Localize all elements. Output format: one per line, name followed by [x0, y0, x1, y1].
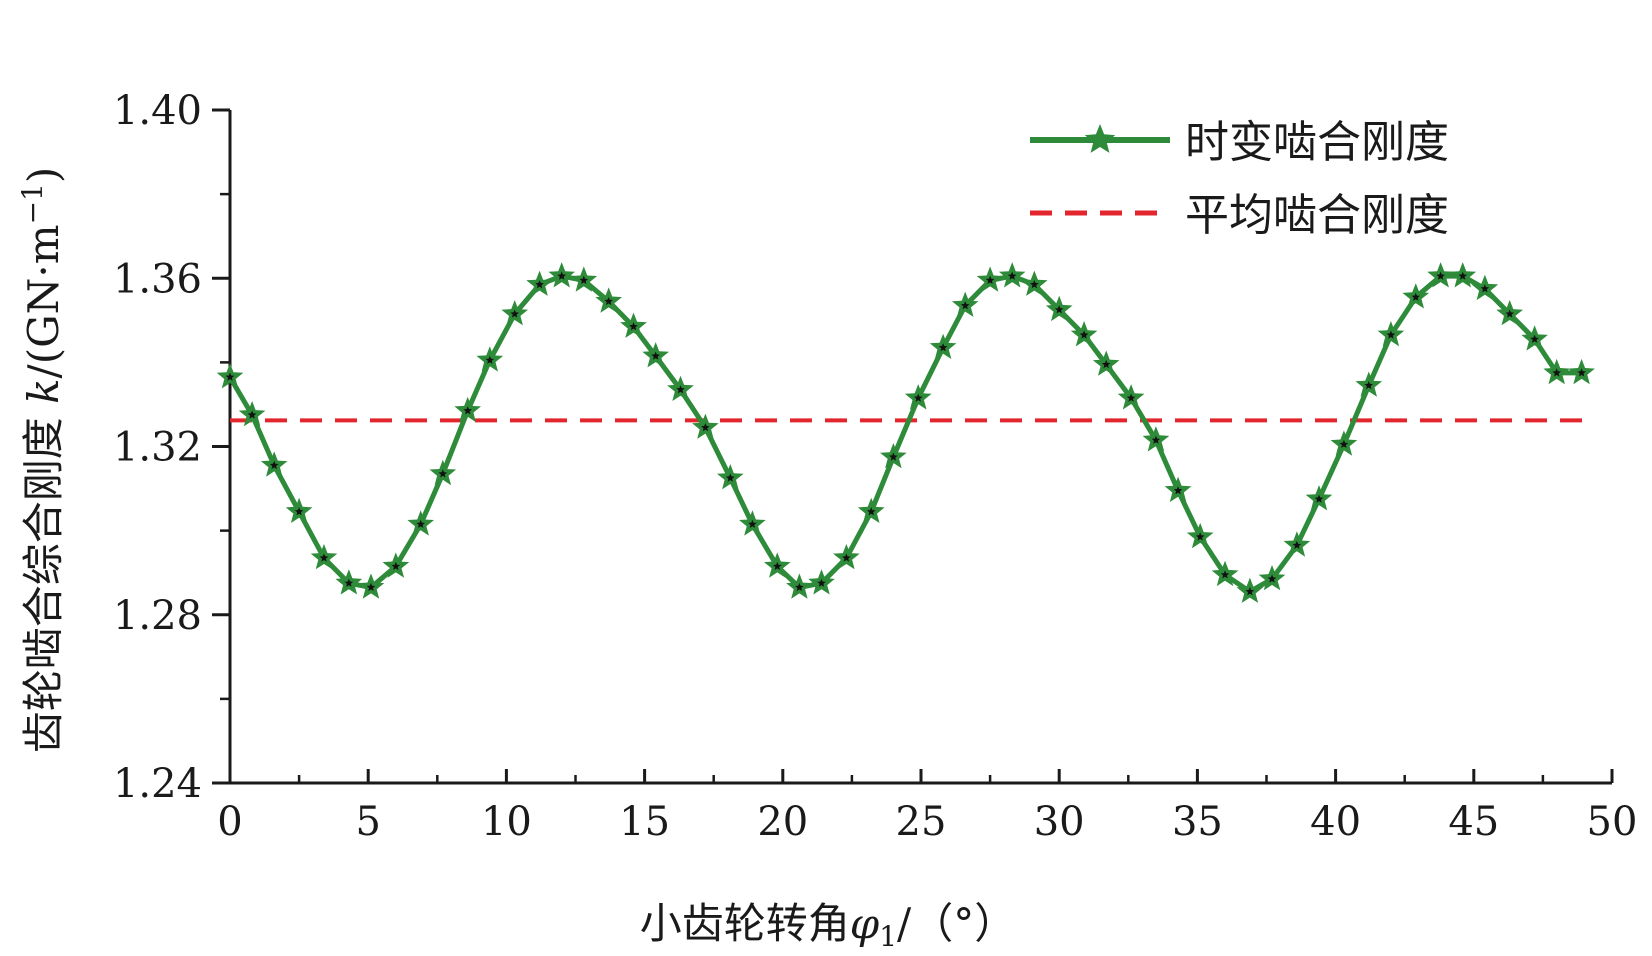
data-point-center	[1245, 587, 1255, 596]
data-point-center	[604, 296, 613, 305]
data-point-center	[629, 322, 638, 331]
y-tick-label: 1.36	[113, 256, 202, 302]
data-point-center	[1007, 271, 1017, 280]
data-point-center	[1386, 330, 1396, 339]
legend-star-marker	[1084, 124, 1116, 153]
data-point-center	[485, 355, 495, 364]
data-point-center	[579, 275, 589, 284]
data-point-center	[867, 507, 876, 516]
legend-label-mean: 平均啮合刚度	[1185, 190, 1449, 241]
data-point-center	[842, 553, 851, 562]
x-tick-label: 25	[896, 799, 947, 845]
data-point-center	[676, 385, 685, 394]
data-point-center	[1054, 305, 1064, 314]
data-point-center	[1126, 393, 1136, 402]
data-point-center	[319, 553, 329, 562]
data-point-center	[344, 578, 354, 587]
data-point-center	[247, 410, 257, 419]
data-point-center	[1364, 381, 1373, 390]
data-point-center	[1314, 494, 1324, 503]
x-tick-label: 35	[1172, 799, 1223, 845]
x-axis: 0 5 10 15 20 25 30 35 40 45 50	[217, 769, 1637, 845]
x-title-subscript: 1	[879, 920, 897, 953]
data-point-center	[535, 280, 544, 289]
data-point-center	[1101, 360, 1111, 369]
data-point-center	[651, 351, 660, 360]
x-tick-label: 15	[619, 799, 670, 845]
data-point-center	[1505, 309, 1514, 318]
x-tick-label: 10	[481, 799, 532, 845]
data-point-center	[1436, 271, 1445, 280]
y-tick-label: 1.24	[113, 761, 202, 807]
x-tick-label: 50	[1587, 799, 1638, 845]
data-point-center	[463, 406, 472, 415]
data-point-center	[1173, 486, 1183, 495]
data-point-center	[960, 301, 970, 310]
data-point-center	[438, 469, 448, 478]
data-point-center	[1267, 574, 1277, 583]
y-tick-label: 1.40	[113, 88, 202, 134]
data-point-center	[294, 507, 304, 516]
x-tick-label: 5	[355, 799, 380, 845]
data-point-center	[914, 393, 923, 402]
data-point-center	[1480, 284, 1490, 293]
data-point-center	[1411, 292, 1420, 301]
y-tick-label: 1.28	[113, 593, 202, 639]
data-point-center	[1577, 368, 1586, 377]
y-axis: 1.24 1.28 1.32 1.36 1.40	[113, 88, 232, 807]
x-tick-label: 20	[757, 799, 808, 845]
data-point-center	[1079, 330, 1089, 339]
x-title-symbol: φ	[850, 899, 880, 948]
series-line-stiffness	[227, 273, 1582, 595]
data-point-center	[1292, 540, 1302, 549]
y-title-exponent: −1	[16, 183, 49, 224]
data-point-center	[1530, 334, 1539, 343]
x-tick-label: 40	[1310, 799, 1361, 845]
data-point-center	[889, 452, 898, 461]
data-point-center	[1151, 435, 1161, 444]
data-point-center	[938, 343, 948, 352]
y-title-unit: /(GN·m	[19, 224, 68, 378]
data-point-center	[1220, 570, 1230, 579]
y-title-main: 齿轮啮合综合刚度	[19, 404, 68, 753]
y-tick-label: 1.32	[113, 425, 202, 471]
data-point-center	[748, 519, 757, 528]
x-tick-label: 45	[1448, 799, 1499, 845]
data-point-center	[1339, 439, 1349, 448]
data-point-center	[1458, 271, 1467, 280]
data-point-center	[773, 561, 782, 570]
legend-label-series: 时变啮合刚度	[1185, 117, 1449, 168]
data-point-center	[985, 275, 995, 284]
data-point-center	[795, 582, 804, 591]
x-title-prefix: 小齿轮转角	[640, 899, 850, 948]
series-layer	[216, 262, 1595, 603]
data-point-center	[817, 578, 826, 587]
x-axis-title: 小齿轮转角φ1/（°）	[640, 899, 1016, 953]
data-point-center	[269, 460, 279, 470]
data-point-center	[701, 423, 710, 432]
data-point-center	[726, 473, 735, 482]
data-point-center	[510, 309, 519, 318]
data-point-center	[225, 372, 235, 381]
y-title-close: )	[19, 167, 68, 183]
data-point-center	[391, 561, 401, 570]
x-title-suffix: /（°）	[897, 899, 1016, 948]
x-tick-label: 0	[217, 799, 242, 845]
data-point-center	[1030, 280, 1039, 289]
data-point-center	[557, 271, 566, 280]
x-tick-label: 30	[1034, 799, 1085, 845]
data-point-center	[1195, 532, 1205, 541]
data-point-center	[416, 519, 425, 528]
y-title-symbol: k	[19, 378, 68, 403]
data-point-center	[1552, 368, 1561, 377]
data-point-center	[366, 582, 376, 591]
y-axis-title: 齿轮啮合综合刚度 k/(GN·m−1)	[16, 167, 68, 754]
legend: 时变啮合刚度 平均啮合刚度	[1030, 117, 1449, 241]
